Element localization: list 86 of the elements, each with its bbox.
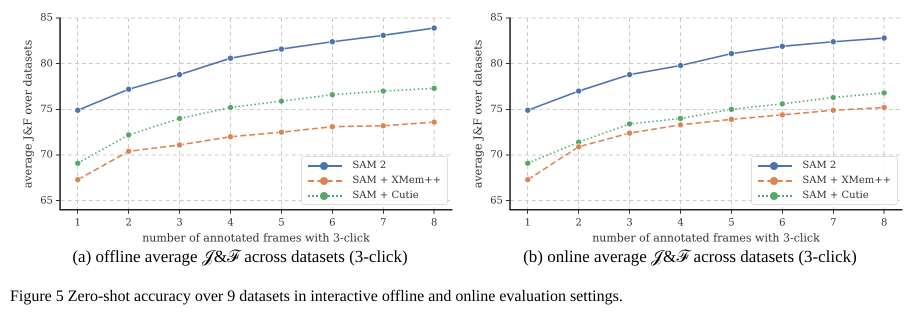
point	[430, 85, 438, 92]
point	[430, 118, 438, 126]
point	[677, 122, 684, 128]
point	[524, 160, 532, 167]
point	[176, 115, 183, 122]
point	[430, 24, 438, 32]
caption: Figure 5 Zero-shot accuracy over 9 datasets in interactive offline and online evaluation settings.	[10, 288, 623, 306]
y-axis-title: average J&F over datasets	[21, 39, 34, 188]
y-tick-label: 70	[490, 150, 503, 161]
point	[380, 88, 387, 94]
x-tick-label: 3	[176, 217, 183, 228]
point	[677, 115, 684, 122]
point	[830, 94, 837, 101]
point	[125, 148, 132, 155]
y-tick-label: 80	[490, 58, 503, 70]
point	[227, 104, 234, 111]
x-tick-label: 2	[125, 217, 132, 228]
x-tick-label: 8	[880, 217, 888, 228]
x-tick-label: 8	[430, 217, 438, 228]
legend-label: SAM + Cutie	[802, 190, 869, 201]
point	[830, 38, 837, 46]
x-tick-label: 6	[329, 217, 336, 228]
point	[329, 123, 336, 130]
point	[728, 50, 735, 57]
x-tick-label: 2	[575, 217, 582, 228]
point	[176, 142, 183, 148]
x-tick-label: 5	[728, 217, 735, 228]
x-tick-label: 7	[380, 217, 386, 228]
legend-label: SAM + Cutie	[352, 190, 419, 201]
point	[728, 116, 735, 123]
legend-label: SAM + XMem++	[802, 175, 891, 186]
point	[278, 98, 285, 104]
point	[176, 71, 183, 78]
x-tick-label: 4	[227, 217, 234, 228]
y-axis-title: average J&F over datasets	[471, 39, 484, 188]
point	[227, 133, 234, 140]
point	[74, 176, 82, 183]
point	[278, 128, 285, 136]
y-tick-label: 85	[490, 12, 503, 24]
y-tick-label: 75	[40, 104, 53, 115]
point	[74, 160, 82, 167]
point	[779, 100, 786, 108]
point	[329, 38, 336, 46]
point	[329, 91, 336, 98]
point	[380, 122, 387, 130]
legend-label: SAM 2	[802, 160, 836, 171]
y-tick-label: 65	[490, 195, 503, 206]
point	[278, 46, 285, 52]
point	[575, 143, 582, 150]
y-tick-label: 80	[40, 58, 53, 70]
x-tick-label: 6	[779, 217, 786, 228]
x-tick-label: 1	[74, 217, 81, 228]
text: (a) offline average 𝒥&ℱ across datasets (3-click)	[71, 247, 409, 267]
y-tick-label: 70	[40, 150, 53, 161]
point	[728, 106, 735, 113]
point	[626, 130, 633, 136]
x-tick-label: 1	[524, 217, 531, 228]
x-tick-label: 4	[677, 217, 684, 228]
point	[74, 106, 82, 114]
point	[880, 90, 888, 96]
point	[524, 176, 532, 183]
y-tick-label: 65	[40, 195, 53, 206]
point	[779, 112, 786, 118]
x-axis-title: number of annotated frames with 3-click	[142, 231, 370, 244]
legend-label: SAM 2	[352, 160, 386, 171]
point	[779, 43, 786, 50]
point	[125, 132, 132, 138]
x-tick-label: 5	[278, 217, 285, 228]
point	[626, 120, 633, 128]
x-tick-label: 3	[626, 217, 633, 228]
y-tick-label: 75	[490, 104, 503, 115]
point	[830, 106, 837, 114]
y-tick-label: 85	[40, 12, 53, 24]
x-tick-label: 7	[830, 217, 836, 228]
point	[575, 88, 582, 94]
point	[880, 34, 888, 42]
point	[677, 62, 684, 69]
point	[626, 71, 633, 78]
point	[227, 54, 234, 62]
point	[125, 86, 132, 93]
legend-label: SAM + XMem++	[352, 175, 441, 186]
text: (b) online average 𝒥&ℱ across datasets (3-click)	[522, 247, 858, 267]
point	[524, 106, 532, 114]
point	[380, 32, 387, 39]
x-axis-title: number of annotated frames with 3-click	[592, 231, 820, 244]
point	[880, 104, 888, 111]
